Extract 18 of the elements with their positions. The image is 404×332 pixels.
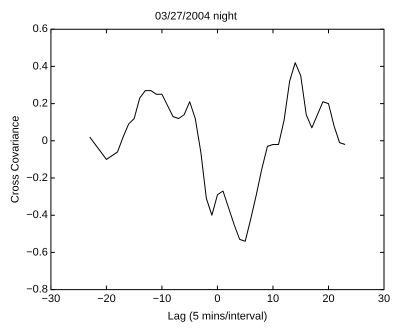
x-tick-label: 20 [322, 293, 335, 306]
y-axis-title: Cross Covariance [10, 116, 22, 204]
x-tick-label: 10 [266, 293, 280, 306]
x-tick-label: −30 [42, 293, 60, 306]
y-tick-label: 0.6 [32, 23, 48, 36]
y-tick-label: −0.4 [26, 209, 48, 222]
x-tick-label: −10 [152, 293, 172, 306]
x-tick-label: 0 [214, 293, 221, 306]
x-tick-label: 30 [378, 293, 390, 306]
chart-title: 03/27/2004 night [155, 10, 237, 23]
y-tick-label: 0.4 [32, 60, 48, 72]
y-tick-label: 0 [42, 134, 48, 147]
y-tick-label: −0.8 [26, 284, 48, 296]
y-tick-label: −0.2 [26, 172, 48, 184]
y-tick-label: 0.2 [32, 98, 48, 110]
x-axis-title: Lag (5 mins/interval) [168, 310, 268, 322]
y-tick-label: −0.6 [26, 246, 48, 258]
x-tick-label: −20 [97, 293, 116, 306]
